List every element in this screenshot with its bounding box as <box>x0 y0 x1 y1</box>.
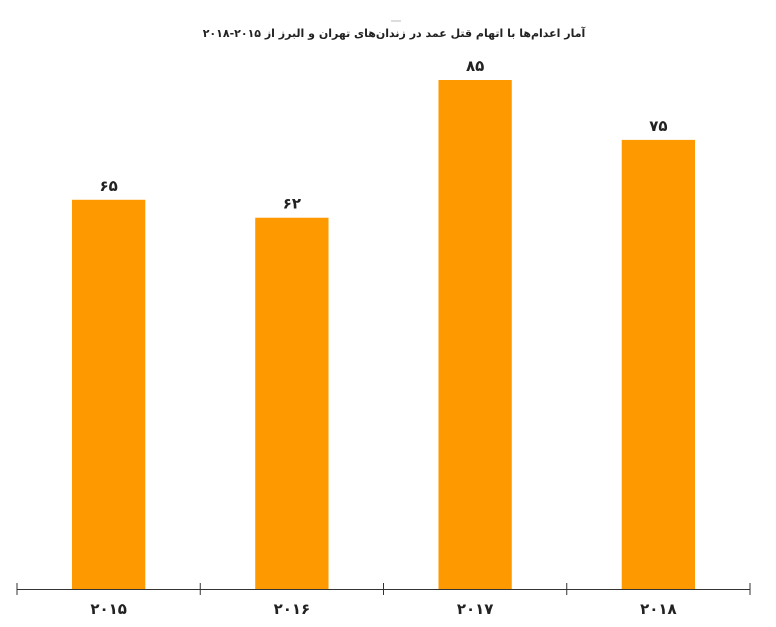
bar-value-label: ۶۲ <box>283 195 301 213</box>
x-tick-label: ۲۰۱۶ <box>274 600 311 618</box>
chart-title: آمار اعدام‌ها با اتهام قتل عمد در زندان‌… <box>203 26 586 40</box>
bar-value-label: ۷۵ <box>649 117 667 135</box>
bar-value-label: ۶۵ <box>99 177 117 195</box>
x-tick-label: ۲۰۱۵ <box>90 600 127 618</box>
value-labels-group: ۶۵ ۶۲ ۸۵ ۷۵ <box>99 57 667 213</box>
bars-group <box>71 80 696 589</box>
bar-2 <box>255 217 329 589</box>
bar-value-label: ۸۵ <box>466 57 484 75</box>
bar-1 <box>71 199 146 589</box>
bar-3 <box>438 80 512 589</box>
x-tick-label: ۲۰۱۸ <box>640 600 677 618</box>
bar-4 <box>621 139 696 589</box>
x-tick-label: ۲۰۱۷ <box>457 600 494 618</box>
x-ticks-group <box>16 583 751 595</box>
x-tick-labels-group: ۲۰۱۵ ۲۰۱۶ ۲۰۱۷ ۲۰۱۸ <box>90 600 676 618</box>
